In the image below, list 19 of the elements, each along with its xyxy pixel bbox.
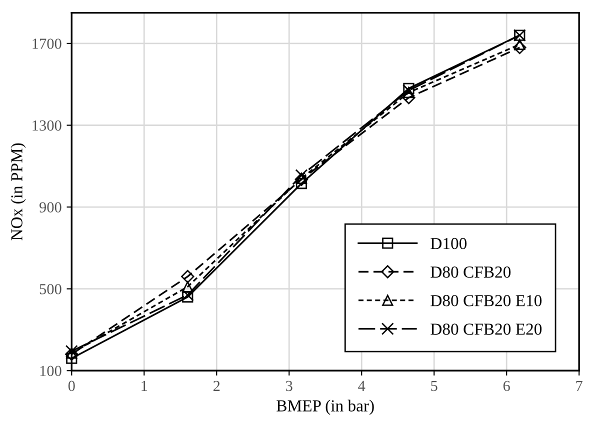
y-tick-label: 1700 (32, 38, 62, 49)
x-tick-label: 1 (142, 380, 148, 391)
x-tick-label: 3 (286, 380, 292, 392)
x-axis-title: BMEP (in bar) (276, 400, 374, 415)
x-tick-label: 4 (358, 380, 366, 391)
legend-label: D100 (430, 238, 467, 250)
x-tick-label: 0 (68, 380, 75, 392)
legend-label: D80 CFB20 (430, 266, 511, 278)
y-tick-label: 100 (40, 366, 62, 376)
y-tick-label: 900 (39, 202, 62, 212)
x-tick-label: 6 (503, 380, 510, 392)
y-axis-title: NOx (in PPM) (10, 143, 26, 240)
x-tick-label: 5 (431, 380, 438, 392)
legend-label: D80 CFB20 E20 (430, 324, 542, 335)
x-tick-label: 2 (213, 380, 220, 391)
legend-label: D80 CFB20 E10 (430, 295, 542, 306)
x-tick-label: 7 (576, 380, 582, 391)
y-tick-label: 500 (40, 284, 62, 294)
y-tick-label: 1300 (32, 120, 62, 131)
